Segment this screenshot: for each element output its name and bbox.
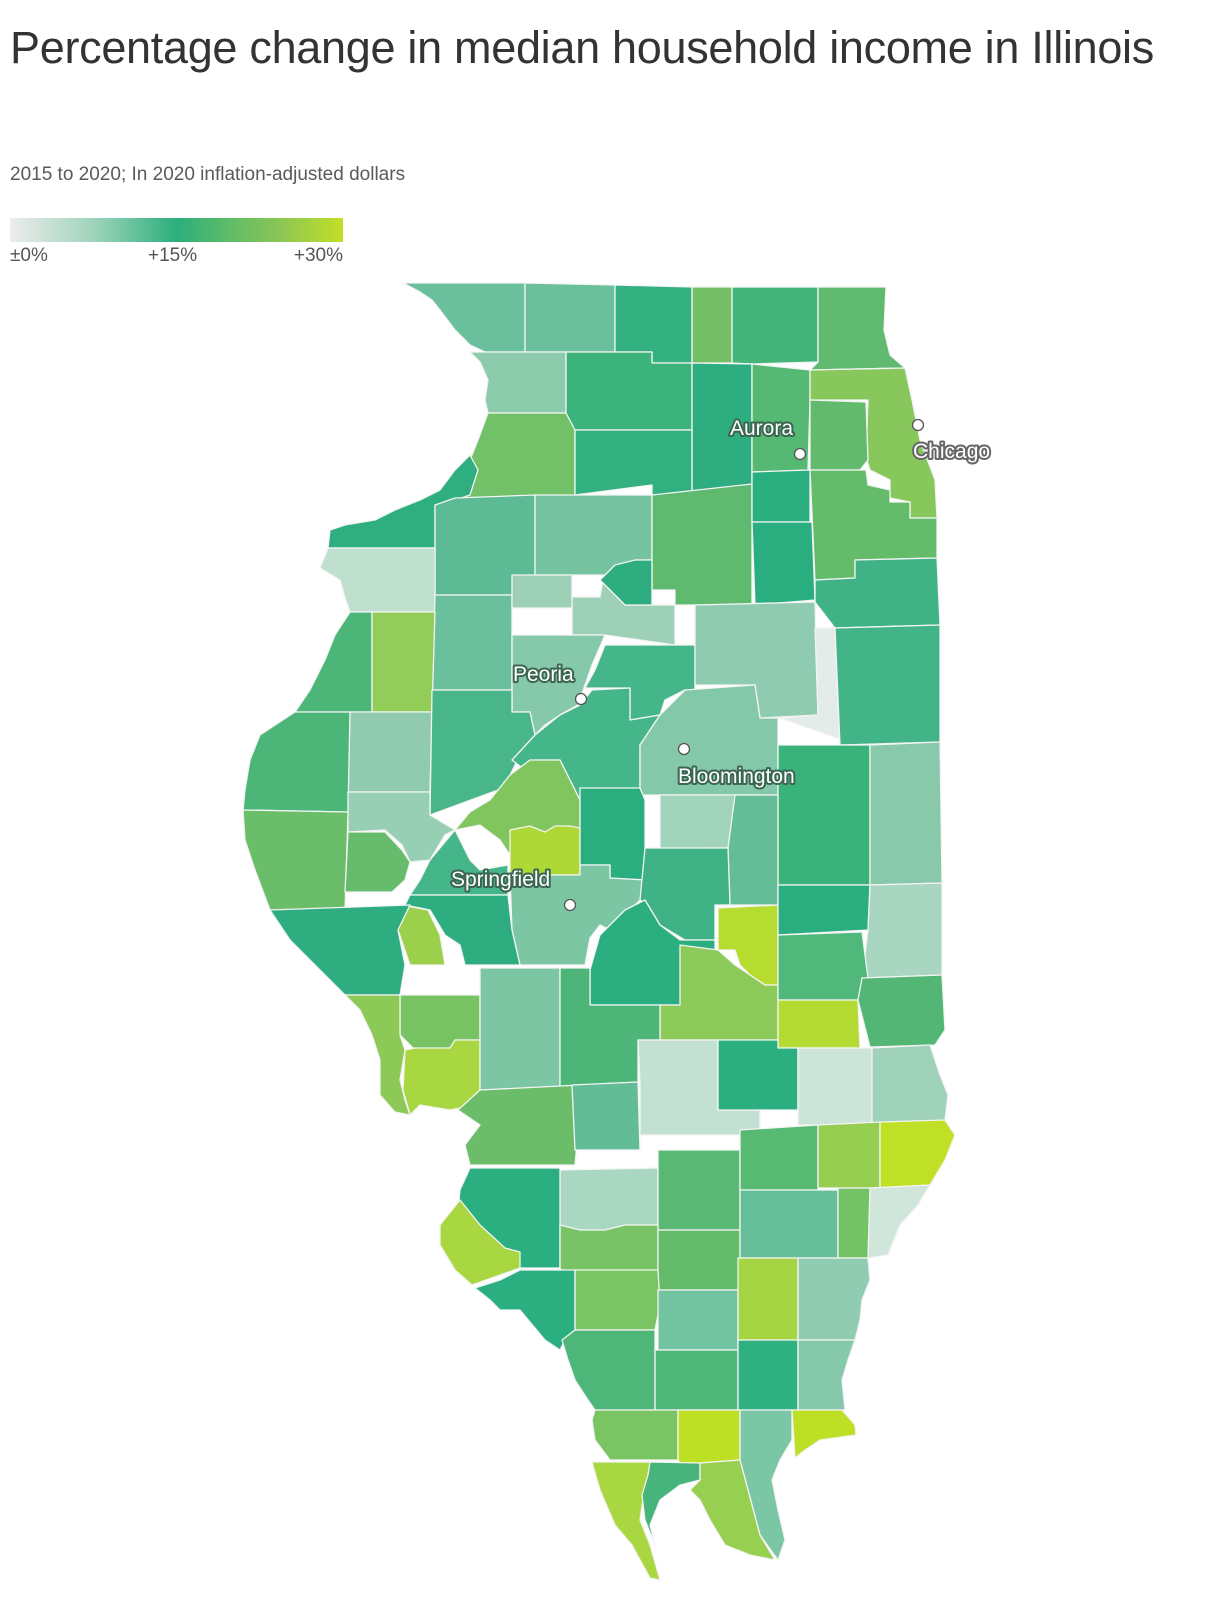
county-lawrence[interactable]: lawrence: +30% [879, 1119, 956, 1189]
county-williamson[interactable]: williamson: +17% [654, 1349, 739, 1411]
city-label-chicago: Chicago [913, 440, 990, 463]
city-label-bloomington: Bloomington [678, 765, 795, 788]
color-legend: ±0% +15% +30% [10, 218, 343, 268]
county-iroquois[interactable]: iroquois: +16% [834, 624, 941, 746]
county-winnebago[interactable]: winnebago: +15% [614, 284, 693, 364]
county-jackson[interactable]: jackson: +17% [561, 1329, 656, 1411]
county-carroll[interactable]: carroll: +7% [469, 351, 567, 414]
county-effingham[interactable]: effingham: +15% [717, 1039, 799, 1111]
county-randolph[interactable]: randolph: +15% [474, 1269, 576, 1351]
county-madison[interactable]: madison: +20% [457, 1084, 581, 1166]
county-union[interactable]: union: +22% [591, 1409, 679, 1461]
county-mclean[interactable]: mclean: +8% [639, 684, 779, 796]
county-putnam[interactable]: putnam: +15% [599, 559, 653, 606]
county-massac[interactable]: massac: +26% [689, 1459, 776, 1561]
county-pulaski[interactable]: pulaski: +15% [641, 1461, 701, 1546]
city-marker-aurora [793, 447, 807, 461]
county-macoupin[interactable]: macoupin: +10% [479, 967, 561, 1091]
county-mchenry[interactable]: mchenry: +17% [731, 286, 819, 365]
county-mcdonough[interactable]: mcdonough: +7% [347, 711, 433, 793]
county-hancock[interactable]: hancock: +18% [242, 711, 351, 813]
legend-labels: ±0% +15% +30% [10, 242, 343, 268]
county-layer: jo-daviess: +10%stephenson: +10%winnebag… [242, 282, 956, 1581]
illinois-county-map: jo-daviess: +10%stephenson: +10%winnebag… [242, 282, 992, 1581]
county-brown[interactable]: brown: +20% [344, 831, 411, 893]
county-douglas[interactable]: douglas: +15% [777, 884, 871, 936]
county-kendall[interactable]: kendall: +15% [751, 469, 811, 523]
county-franklin[interactable]: franklin: +11% [657, 1289, 739, 1351]
county-kane[interactable]: kane: +18% [751, 363, 811, 473]
city-marker-bloomington [677, 742, 691, 756]
city-marker-springfield [563, 898, 577, 912]
city-label-peoria: Peoria [513, 663, 574, 686]
chart-subtitle: 2015 to 2020; In 2020 inflation-adjusted… [10, 164, 406, 185]
county-dupage[interactable]: dupage: +20% [809, 399, 869, 471]
county-mercer[interactable]: mercer: +4% [319, 547, 436, 613]
county-clark[interactable]: clark: +18% [857, 974, 946, 1048]
county-white[interactable]: white: +7% [797, 1257, 871, 1341]
legend-label-min: ±0% [10, 245, 48, 266]
county-knox[interactable]: knox: +11% [431, 594, 513, 691]
county-monroe[interactable]: monroe: +28% [439, 1199, 521, 1286]
county-adams[interactable]: adams: +20% [242, 809, 349, 911]
legend-gradient-bar [10, 218, 343, 242]
county-jo-daviess[interactable]: jo-daviess: +10% [402, 282, 526, 353]
county-warren[interactable]: warren: +25% [371, 611, 436, 713]
county-calhoun[interactable]: calhoun: +25% [344, 994, 411, 1116]
county-edwards[interactable]: edwards: +22% [837, 1187, 873, 1259]
county-coles[interactable]: coles: +18% [777, 931, 869, 1001]
county-bond[interactable]: bond: +11% [571, 1081, 641, 1151]
county-crawford[interactable]: crawford: +7% [871, 1044, 949, 1126]
county-stephenson[interactable]: stephenson: +10% [524, 282, 616, 353]
city-label-springfield: Springfield [451, 868, 550, 891]
county-wabash[interactable]: wabash: +3% [867, 1184, 931, 1259]
county-perry[interactable]: perry: +22% [574, 1269, 661, 1331]
city-label-aurora: Aurora [730, 417, 793, 440]
legend-label-max: +30% [293, 245, 343, 266]
county-wayne[interactable]: wayne: +11% [739, 1189, 839, 1259]
city-marker-chicago [911, 418, 925, 432]
county-boone[interactable]: boone: +22% [691, 286, 733, 364]
county-lasalle[interactable]: lasalle: +19% [651, 483, 753, 606]
city-layer: Aurora Chicago Peoria Bloomington Springfiel… [449, 415, 992, 912]
county-saline[interactable]: saline: +15% [737, 1339, 799, 1411]
county-lee[interactable]: lee: +15% [574, 429, 693, 496]
county-hardin[interactable]: hardin: +30% [791, 1409, 857, 1459]
county-jefferson[interactable]: jefferson: +19% [657, 1229, 741, 1291]
county-vermilion[interactable]: vermilion: +8% [869, 741, 943, 886]
county-richland[interactable]: richland: +25% [817, 1121, 881, 1189]
city-marker-peoria [574, 692, 588, 706]
county-cumberland[interactable]: cumberland: +29% [777, 999, 861, 1049]
county-ogle[interactable]: ogle: +16% [565, 351, 693, 431]
county-gallatin[interactable]: gallatin: +9% [797, 1339, 856, 1411]
county-stark[interactable]: stark: +7% [511, 574, 573, 609]
county-hamilton[interactable]: hamilton: +27% [737, 1257, 799, 1341]
county-jasper[interactable]: jasper: +3% [797, 1047, 873, 1126]
county-rock-island[interactable]: rock-island: +15% [327, 454, 479, 549]
county-edgar[interactable]: edgar: +6% [861, 882, 943, 979]
legend-label-mid: +15% [148, 245, 198, 266]
county-kankakee[interactable]: kankakee: +16% [814, 557, 941, 629]
county-lake[interactable]: lake: +19% [809, 286, 906, 371]
county-pike[interactable]: pike: +15% [269, 904, 411, 996]
county-henderson[interactable]: henderson: +18% [294, 611, 373, 713]
chart-title: Percentage change in median household in… [10, 22, 1154, 73]
county-grundy[interactable]: grundy: +15% [751, 521, 816, 606]
county-piatt[interactable]: piatt: +11% [727, 794, 779, 906]
county-marion[interactable]: marion: +19% [657, 1149, 741, 1231]
county-clay[interactable]: clay: +19% [739, 1124, 819, 1191]
